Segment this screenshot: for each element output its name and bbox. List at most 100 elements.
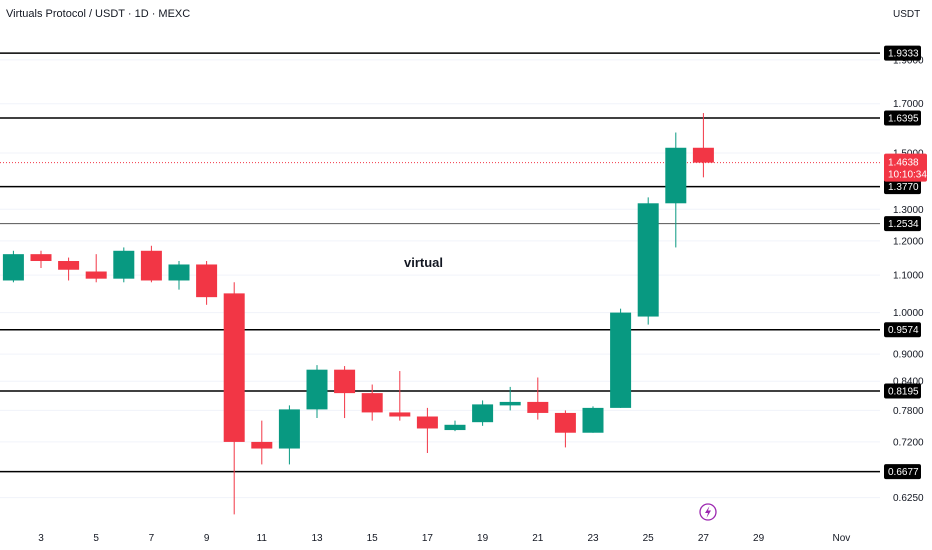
y-tick-label: 0.6250 — [893, 493, 924, 504]
y-tick-label: 1.7000 — [893, 99, 924, 110]
candle — [389, 371, 411, 421]
y-tick-label: 1.3000 — [893, 205, 924, 216]
candle-body — [499, 401, 521, 406]
candle — [610, 308, 632, 408]
lightning-icon[interactable] — [699, 503, 717, 521]
candle-body — [665, 147, 687, 204]
candle-body — [85, 271, 107, 279]
candle — [361, 384, 383, 421]
candle — [251, 420, 273, 465]
candle-body — [554, 412, 576, 433]
x-tick-label: 7 — [149, 533, 155, 544]
level-label: 1.9333 — [888, 49, 919, 60]
candle — [140, 245, 162, 283]
chart-title: Virtuals Protocol / USDT · 1D · MEXC — [6, 8, 190, 20]
x-tick-label: 13 — [311, 533, 323, 544]
x-tick-label: 29 — [753, 533, 765, 544]
x-tick-label: 11 — [257, 533, 268, 544]
candle-body — [527, 401, 549, 413]
candles — [2, 113, 714, 515]
candle-body — [472, 404, 494, 423]
candle — [692, 113, 714, 178]
candle-body — [334, 369, 356, 394]
x-tick-label: 9 — [204, 533, 210, 544]
level-label: 1.6395 — [888, 113, 919, 124]
candle — [472, 400, 494, 426]
candle — [196, 261, 218, 305]
y-tick-label: 1.9000 — [893, 55, 924, 66]
level-label: 1.2534 — [888, 219, 919, 230]
x-tick-label: 15 — [367, 533, 379, 544]
annotation-text: virtual — [404, 255, 443, 270]
y-tick-label: 1.2000 — [893, 236, 924, 247]
y-tick-label: 0.8400 — [893, 377, 924, 388]
x-tick-label: 25 — [643, 533, 655, 544]
candle-body — [251, 441, 273, 449]
candle-body — [444, 424, 466, 431]
candle — [168, 261, 190, 290]
candle-body — [168, 264, 190, 281]
candle — [637, 197, 659, 325]
x-tick-label: 5 — [93, 533, 99, 544]
candle — [582, 406, 604, 433]
x-tick-label: 21 — [532, 533, 544, 544]
gridlines — [0, 59, 880, 499]
x-tick-label: 23 — [587, 533, 599, 544]
currency-label: USDT — [893, 9, 920, 20]
candle — [665, 132, 687, 248]
candle-body — [223, 293, 245, 442]
candle-body — [361, 393, 383, 413]
candle-body — [610, 312, 632, 408]
candle-body — [306, 369, 328, 410]
candle — [223, 282, 245, 515]
x-tick-label: 27 — [698, 533, 710, 544]
level-price-tag: 0.9574 — [884, 322, 921, 338]
candle-body — [582, 407, 604, 433]
current-price-value: 1.4638 — [888, 158, 919, 169]
candle — [499, 386, 521, 411]
level-price-tag: 1.6395 — [884, 110, 921, 126]
candle-body — [416, 416, 438, 429]
candle-body — [113, 250, 135, 279]
level-label: 0.8195 — [888, 386, 919, 397]
candle-body — [140, 250, 162, 281]
level-price-tag: 0.6677 — [884, 464, 921, 480]
candle-body — [30, 254, 52, 262]
candle-body — [196, 264, 218, 298]
candle-body — [278, 409, 300, 449]
x-axis: 3 5 7 9 11 13 15 17 19 21 23 25 27 29 Nov — [38, 533, 850, 544]
candle-body — [389, 412, 411, 417]
candle — [334, 366, 356, 419]
candle — [30, 250, 52, 268]
candle — [416, 407, 438, 454]
candle — [2, 250, 24, 283]
candle — [58, 257, 80, 281]
level-price-tag: 1.3770 — [884, 179, 921, 195]
horizontal-levels — [0, 52, 880, 473]
level-price-tag: 1.2534 — [884, 216, 921, 232]
level-price-tag: 0.8195 — [884, 383, 921, 399]
x-tick-label: 17 — [422, 533, 434, 544]
x-tick-label: 3 — [38, 533, 44, 544]
level-price-tag: 1.9333 — [884, 45, 921, 61]
candle — [306, 365, 328, 419]
candle — [278, 405, 300, 465]
level-price-labels: 1.9333 1.6395 1.3770 1.2534 0.9574 0.8195 0.66… — [884, 45, 921, 480]
y-tick-label: 0.7800 — [893, 406, 924, 417]
candle-body — [637, 203, 659, 317]
candle-body — [2, 254, 24, 281]
candle — [113, 247, 135, 283]
x-tick-label: 19 — [477, 533, 489, 544]
candle-body — [692, 147, 714, 163]
x-tick-label: Nov — [833, 533, 851, 544]
level-label: 0.6677 — [888, 467, 919, 478]
level-label: 1.3770 — [888, 182, 919, 193]
candle — [527, 377, 549, 420]
candle-body — [58, 261, 80, 270]
y-tick-label: 0.7200 — [893, 437, 924, 448]
candle — [85, 254, 107, 283]
y-tick-label: 1.0000 — [893, 308, 924, 319]
countdown-timer: 10:10:34 — [888, 170, 927, 181]
